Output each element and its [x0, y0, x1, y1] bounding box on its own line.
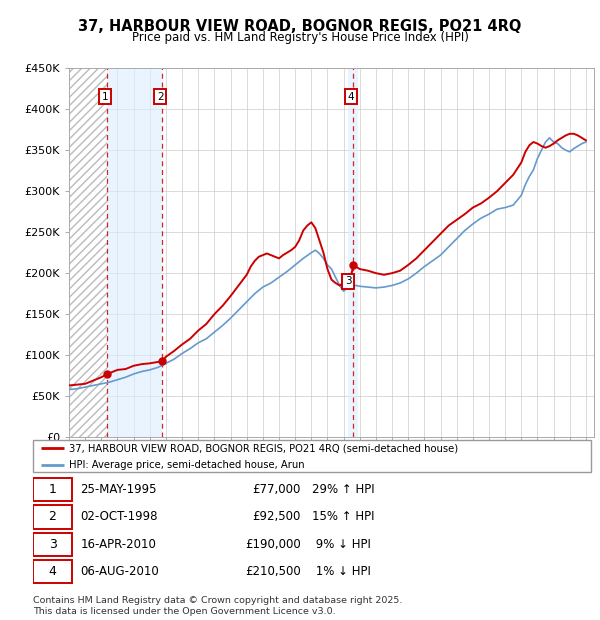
- Text: 2: 2: [49, 510, 56, 523]
- Text: 06-AUG-2010: 06-AUG-2010: [80, 565, 159, 578]
- Text: 16-APR-2010: 16-APR-2010: [80, 538, 157, 551]
- FancyBboxPatch shape: [33, 533, 72, 556]
- Text: 1: 1: [49, 483, 56, 496]
- Bar: [107, 68, 162, 437]
- Text: 37, HARBOUR VIEW ROAD, BOGNOR REGIS, PO21 4RQ: 37, HARBOUR VIEW ROAD, BOGNOR REGIS, PO2…: [79, 19, 521, 33]
- Text: 29% ↑ HPI: 29% ↑ HPI: [312, 483, 374, 496]
- Text: Contains HM Land Registry data © Crown copyright and database right 2025.
This d: Contains HM Land Registry data © Crown c…: [33, 596, 403, 616]
- Text: Price paid vs. HM Land Registry's House Price Index (HPI): Price paid vs. HM Land Registry's House …: [131, 31, 469, 44]
- Text: 37, HARBOUR VIEW ROAD, BOGNOR REGIS, PO21 4RQ (semi-detached house): 37, HARBOUR VIEW ROAD, BOGNOR REGIS, PO2…: [69, 443, 458, 453]
- Text: 02-OCT-1998: 02-OCT-1998: [80, 510, 158, 523]
- Bar: [348, 68, 358, 437]
- FancyBboxPatch shape: [33, 505, 72, 529]
- Text: £190,000: £190,000: [245, 538, 301, 551]
- Text: HPI: Average price, semi-detached house, Arun: HPI: Average price, semi-detached house,…: [69, 460, 305, 471]
- Text: 3: 3: [49, 538, 56, 551]
- Text: £210,500: £210,500: [245, 565, 301, 578]
- Text: £92,500: £92,500: [253, 510, 301, 523]
- Text: 4: 4: [49, 565, 56, 578]
- Text: 15% ↑ HPI: 15% ↑ HPI: [312, 510, 374, 523]
- Text: 1% ↓ HPI: 1% ↓ HPI: [312, 565, 371, 578]
- Text: 3: 3: [345, 277, 352, 286]
- Bar: [69, 68, 107, 437]
- Text: 4: 4: [347, 92, 354, 102]
- FancyBboxPatch shape: [33, 560, 72, 583]
- Text: 25-MAY-1995: 25-MAY-1995: [80, 483, 157, 496]
- FancyBboxPatch shape: [33, 478, 72, 501]
- FancyBboxPatch shape: [33, 440, 591, 472]
- Text: 2: 2: [157, 92, 164, 102]
- Text: £77,000: £77,000: [253, 483, 301, 496]
- Text: 9% ↓ HPI: 9% ↓ HPI: [312, 538, 371, 551]
- Text: 1: 1: [102, 92, 109, 102]
